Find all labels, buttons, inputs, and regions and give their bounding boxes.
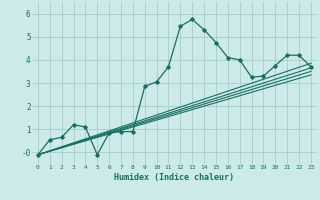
X-axis label: Humidex (Indice chaleur): Humidex (Indice chaleur) [115,173,234,182]
